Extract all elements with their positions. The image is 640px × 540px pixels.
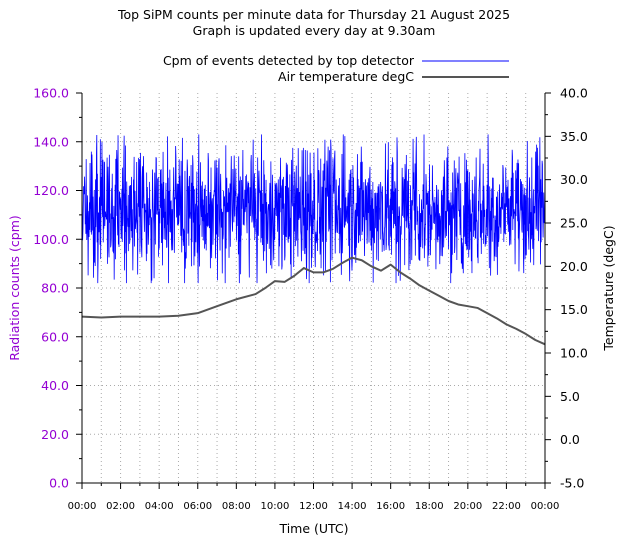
y-tick-label-right: 35.0 [560, 129, 588, 144]
y-tick-label-right: 40.0 [560, 86, 588, 101]
y-axis-label-right: Temperature (degC) [601, 225, 616, 351]
y-tick-label-left: 40.0 [41, 378, 69, 393]
y-tick-label-left: 80.0 [41, 281, 69, 296]
x-tick-label: 00:00 [68, 501, 97, 512]
y-tick-label-right: 30.0 [560, 172, 588, 187]
x-tick-label: 10:00 [261, 501, 290, 512]
x-tick-label: 20:00 [453, 501, 482, 512]
legend: Cpm of events detected by top detector A… [163, 53, 509, 84]
x-tick-label: 08:00 [222, 501, 251, 512]
x-tick-label: 22:00 [492, 501, 521, 512]
axes: 0.0 20.0 40.0 60.0 80.0 100.0 120.0 140.0 160.0 -… [33, 86, 588, 513]
x-tick-label: 12:00 [299, 501, 328, 512]
y-tick-label-left: 60.0 [41, 329, 69, 344]
y-tick-label-left: 0.0 [49, 476, 69, 491]
y-tick-label-left: 160.0 [33, 86, 69, 101]
x-tick-label: 16:00 [376, 501, 405, 512]
legend-label-temp: Air temperature degC [278, 69, 414, 84]
x-tick-label: 14:00 [338, 501, 367, 512]
x-tick-label: 18:00 [415, 501, 444, 512]
y-tick-label-right: 0.0 [560, 432, 580, 447]
y-axis-label-left: Radiation counts (cpm) [7, 215, 22, 361]
y-tick-label-right: 25.0 [560, 216, 588, 231]
y-tick-label-left: 120.0 [33, 183, 69, 198]
legend-label-cpm: Cpm of events detected by top detector [163, 53, 415, 68]
y-tick-label-right: 10.0 [560, 346, 588, 361]
x-tick-label: 04:00 [145, 501, 174, 512]
y-tick-label-right: 20.0 [560, 259, 588, 274]
y-tick-label-left: 20.0 [41, 427, 69, 442]
chart-title: Top SiPM counts per minute data for Thur… [117, 7, 510, 22]
series-line-cpm [81, 134, 546, 284]
x-tick-label: 00:00 [531, 501, 560, 512]
x-tick-label: 06:00 [183, 501, 212, 512]
y-tick-label-left: 140.0 [33, 134, 69, 149]
y-tick-label-left: 100.0 [33, 232, 69, 247]
y-tick-label-right: 15.0 [560, 302, 588, 317]
series-line-temp [81, 256, 546, 346]
series-cpm [81, 134, 546, 284]
gridlines [82, 93, 545, 483]
y-tick-label-right: 5.0 [560, 389, 580, 404]
x-tick-label: 02:00 [106, 501, 135, 512]
x-axis-label: Time (UTC) [278, 521, 348, 536]
chart-subtitle: Graph is updated every day at 9.30am [193, 23, 436, 38]
y-tick-label-right: -5.0 [560, 476, 584, 491]
